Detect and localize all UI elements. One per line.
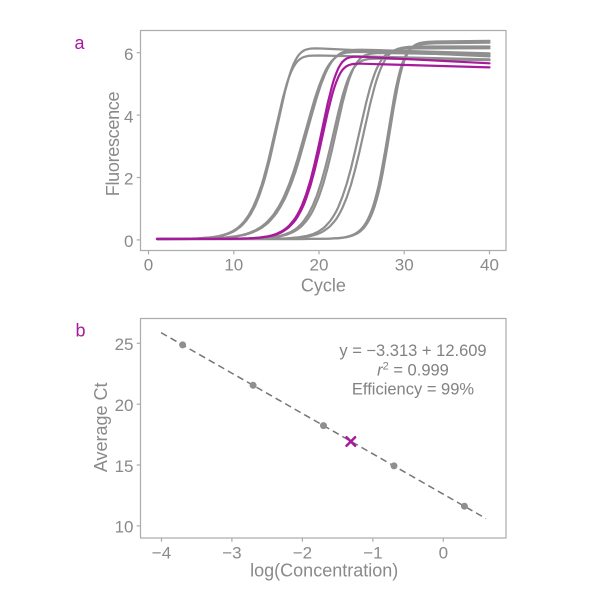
svg-text:−1: −1 [363,544,382,563]
svg-text:4: 4 [124,107,133,126]
svg-text:6: 6 [124,45,133,64]
svg-text:20: 20 [115,396,134,415]
svg-text:15: 15 [115,457,134,476]
svg-text:b: b [76,320,86,340]
svg-text:10: 10 [224,256,243,275]
svg-text:40: 40 [480,256,499,275]
svg-text:log(Concentration): log(Concentration) [250,561,398,581]
svg-text:2: 2 [124,170,133,189]
svg-text:Average Ct: Average Ct [91,382,111,472]
svg-text:Cycle: Cycle [301,276,346,296]
svg-text:−4: −4 [152,544,171,563]
svg-text:y = −3.313 + 12.609: y = −3.313 + 12.609 [339,342,486,360]
svg-text:−2: −2 [293,544,312,563]
svg-text:0: 0 [124,232,133,251]
svg-text:10: 10 [115,518,134,537]
svg-text:Efficiency = 99%: Efficiency = 99% [352,380,474,398]
svg-text:20: 20 [310,256,329,275]
svg-text:25: 25 [115,335,134,354]
svg-text:a: a [75,33,86,53]
svg-text:0: 0 [144,256,153,275]
svg-text:−3: −3 [222,544,241,563]
svg-text:Fluorescence: Fluorescence [103,91,123,196]
svg-text:30: 30 [395,256,414,275]
svg-text:0: 0 [439,544,448,563]
svg-text:r2 = 0.999: r2 = 0.999 [377,361,449,380]
